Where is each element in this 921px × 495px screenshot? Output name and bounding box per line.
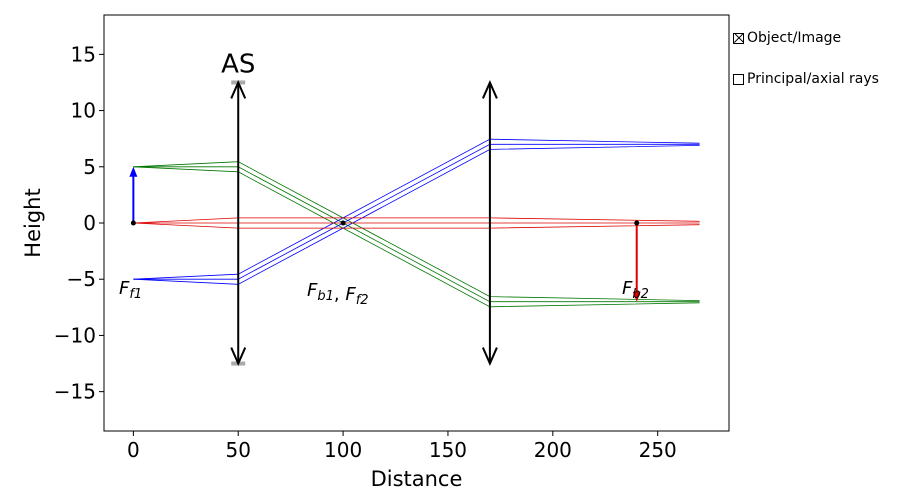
aperture-stop-label: AS [221,49,255,79]
focal-label-2: Fb2 [622,278,649,302]
focal-label-1: Fb1, Ff2 [307,280,369,308]
y-tick-label: 5 [83,155,96,179]
lens-1-top-head [481,79,498,99]
focal-label-0: Ff1 [119,278,142,302]
axes-layer: 0 50 100 150 200 250 −15 −10 −5 0 5 10 15 Distance Hei… [21,14,730,491]
focal-point-1 [340,220,346,226]
legend-label-principal-axial-rays: Principal/axial rays [747,71,879,87]
ray-line-5 [133,145,700,285]
y-tick-label: −15 [54,380,96,404]
image-arrow-head [632,291,641,302]
y-tick-label: 10 [71,99,96,123]
focal-point-0 [130,220,136,226]
ray-line-4 [133,143,700,280]
x-tick-label: 100 [324,438,362,462]
y-tick-label: 0 [83,211,96,235]
x-axis-label: Distance [371,467,463,491]
x-tick-label: 150 [429,438,467,462]
ray-line-3 [133,138,700,280]
y-tick-label: −5 [67,267,96,291]
y-axis-label: Height [21,188,45,257]
x-tick-label: 200 [534,438,572,462]
x-tick-label: 0 [127,438,140,462]
ray-line-0 [133,161,700,301]
legend-label-object-image: Object/Image [747,30,842,46]
focal-point-2 [634,220,640,226]
ray-line-6 [133,217,700,224]
ray-line-8 [133,222,700,229]
x-tick-label: 250 [639,438,677,462]
legend-item-principal-axial-rays[interactable]: Principal/axial rays [733,71,879,87]
lens-1-bottom-head [481,347,498,367]
object-layer [129,79,641,367]
object-arrow-head [129,166,138,177]
legend-item-object-image[interactable]: Object/Image [733,30,841,46]
ray-line-2 [133,166,700,308]
ray-line-1 [133,166,700,303]
x-tick-label: 50 [226,438,251,462]
lens-0-bottom-head [230,347,247,367]
ray-layer [133,138,700,308]
y-tick-label: 15 [71,42,96,66]
checkbox-object-image[interactable] [733,32,744,44]
label-layer: AS Ff1 Fb1, Ff2 Fb2 [119,49,649,308]
checkbox-principal-axial-rays[interactable] [733,73,744,85]
lens-0-top-head [230,79,247,99]
y-tick-label: −10 [54,323,96,347]
